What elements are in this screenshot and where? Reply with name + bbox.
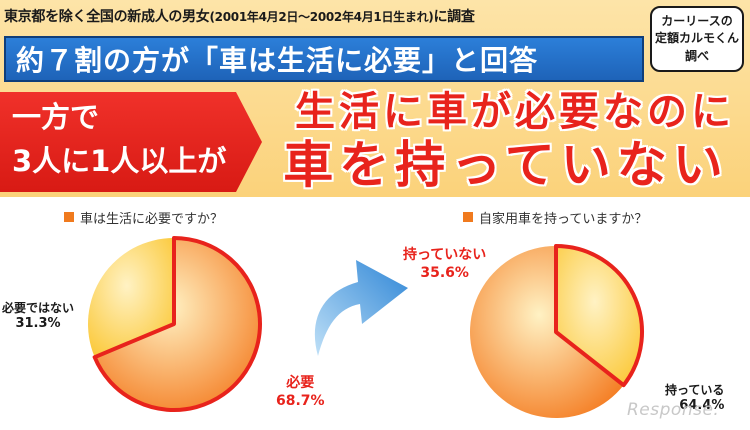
survey-end: に調査 <box>433 9 475 25</box>
chart-2-title: 自家用車を持っていますか？ <box>463 207 647 227</box>
badge-line-1: カーリースの <box>661 13 733 28</box>
survey-main: 東京都を除く全国の新成人の男女 <box>4 9 210 25</box>
chart-1-title-text: 車は生活に必要ですか？ <box>80 211 224 227</box>
pie-chart-2 <box>470 244 644 418</box>
pie-1-slice-1 <box>92 236 262 412</box>
emphasis-line-1: 生活に車が必要なのに <box>295 89 735 135</box>
pie-2-label-not-owned: 持っていない 35.6% <box>403 246 486 282</box>
headline-text: 約７割の方が「車は生活に必要」と回答 <box>16 44 539 77</box>
watermark-logo: Response. <box>627 400 720 420</box>
survey-period: (2001年4月2日〜2002年4月1日生まれ) <box>209 10 434 24</box>
sub-line-2: 3人に1人以上が <box>12 144 227 178</box>
pie-2-label-owned-name: 持っている <box>665 383 725 397</box>
badge-line-2: 定額カルモくん <box>654 31 739 46</box>
pie-1-label-necessary-name: 必要 <box>286 375 315 391</box>
chart-2-title-text: 自家用車を持っていますか？ <box>479 211 648 227</box>
sub-headline: 一方で 3人に1人以上が <box>12 95 242 189</box>
chart-1-title: 車は生活に必要ですか？ <box>64 207 223 227</box>
pie-1-label-necessary-value: 68.7% <box>276 393 325 409</box>
pie-1-label-not-necessary: 必要ではない 31.3% <box>2 300 74 332</box>
bullet-square-icon <box>64 212 74 222</box>
pie-1-label-necessary: 必要 68.7% <box>276 374 325 410</box>
pie-2-label-not-owned-value: 35.6% <box>420 265 469 281</box>
pie-2-label-owned-value: 64.4% <box>679 398 725 413</box>
pie-1-slice-2 <box>87 238 174 358</box>
source-badge: カーリースの 定額カルモくん 調べ <box>650 6 744 72</box>
pie-chart-1 <box>87 236 262 412</box>
survey-description: 東京都を除く全国の新成人の男女(2001年4月2日〜2002年4月1日生まれ)に… <box>4 6 644 32</box>
emphasis-line-2: 車を持っていない <box>283 136 729 194</box>
pie-1-label-not-necessary-name: 必要ではない <box>2 301 75 315</box>
pie-2-label-owned: 持っている 64.4% <box>665 382 724 414</box>
curved-arrow-icon <box>314 260 408 356</box>
pie-2-label-not-owned-name: 持っていない <box>403 247 487 263</box>
pie-1-label-not-necessary-value: 31.3% <box>15 316 61 331</box>
headline-banner: 約７割の方が「車は生活に必要」と回答 <box>4 36 644 82</box>
pie-2-slice-2 <box>470 246 624 418</box>
pie-2-slice-1 <box>554 244 644 388</box>
badge-line-3: 調べ <box>684 48 709 63</box>
sub-line-1: 一方で <box>12 100 100 134</box>
bullet-square-icon <box>463 212 473 222</box>
red-arrow-shape <box>0 92 262 192</box>
